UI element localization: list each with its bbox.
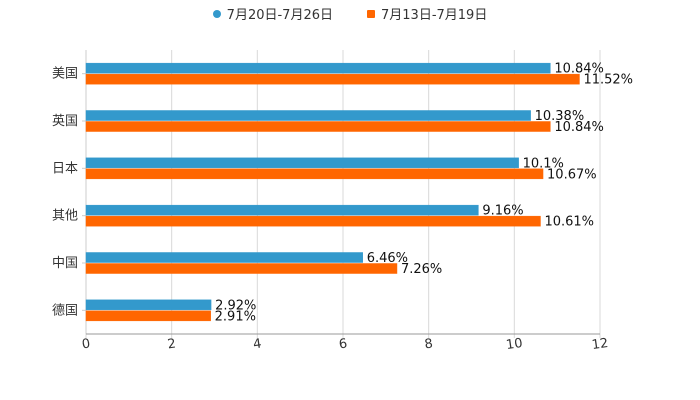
legend-marker-series-2 bbox=[367, 9, 375, 18]
value-label-series2-2: 10.67% bbox=[547, 167, 597, 182]
bar-series1-1[interactable] bbox=[85, 110, 531, 121]
bar-series1-5[interactable] bbox=[85, 299, 212, 311]
bar-series1-2[interactable] bbox=[85, 157, 519, 169]
value-label-series2-4: 7.26% bbox=[401, 262, 442, 277]
legend-label-series-1: 7月20日-7月26日 bbox=[226, 8, 333, 23]
y-category-label-3: 其他 bbox=[52, 209, 78, 224]
x-tick-label-5: 10 bbox=[505, 336, 523, 353]
bar-series2-2[interactable] bbox=[85, 168, 544, 180]
legend-label-series-2: 7月13日-7月19日 bbox=[381, 8, 488, 23]
bar-series2-3[interactable] bbox=[85, 215, 541, 227]
bar-series2-0[interactable] bbox=[85, 73, 580, 85]
value-label-series2-0: 11.52% bbox=[583, 73, 633, 88]
x-tick-label-3: 6 bbox=[338, 336, 348, 352]
y-category-label-2: 日本 bbox=[52, 161, 78, 176]
x-tick-label-0: 0 bbox=[81, 336, 91, 352]
legend: 7月20日-7月26日 7月13日-7月19日 bbox=[0, 4, 700, 23]
bar-series1-0[interactable] bbox=[85, 62, 551, 74]
legend-item-series-2[interactable]: 7月13日-7月19日 bbox=[367, 4, 487, 23]
value-label-series2-3: 10.61% bbox=[544, 215, 594, 230]
value-label-series1-5: 2.92% bbox=[215, 298, 256, 313]
bar-series2-4[interactable] bbox=[85, 263, 398, 274]
y-category-label-5: 德国 bbox=[52, 303, 78, 318]
value-label-series2-1: 10.84% bbox=[554, 120, 604, 135]
x-tick-label-1: 2 bbox=[167, 336, 177, 352]
legend-item-series-1[interactable]: 7月20日-7月26日 bbox=[212, 4, 333, 23]
bar-series1-4[interactable] bbox=[85, 252, 363, 263]
value-label-series2-5: 2.91% bbox=[215, 309, 256, 324]
y-category-label-1: 英国 bbox=[52, 114, 78, 129]
y-category-label-4: 中国 bbox=[52, 256, 78, 271]
legend-marker-series-1 bbox=[212, 9, 221, 18]
y-category-label-0: 美国 bbox=[52, 67, 78, 82]
x-tick-label-6: 12 bbox=[591, 336, 609, 353]
value-label-series1-0: 10.84% bbox=[554, 62, 604, 77]
value-label-series1-4: 6.46% bbox=[367, 251, 408, 266]
bar-series2-1[interactable] bbox=[85, 121, 551, 132]
value-label-series1-3: 9.16% bbox=[482, 204, 523, 219]
bar-series1-3[interactable] bbox=[85, 204, 479, 216]
bar-series2-5[interactable] bbox=[85, 310, 211, 322]
x-tick-label-4: 8 bbox=[424, 336, 434, 352]
value-label-series1-2: 10.1% bbox=[523, 156, 564, 171]
value-label-series1-1: 10.38% bbox=[535, 109, 585, 124]
x-tick-label-2: 4 bbox=[252, 336, 262, 352]
